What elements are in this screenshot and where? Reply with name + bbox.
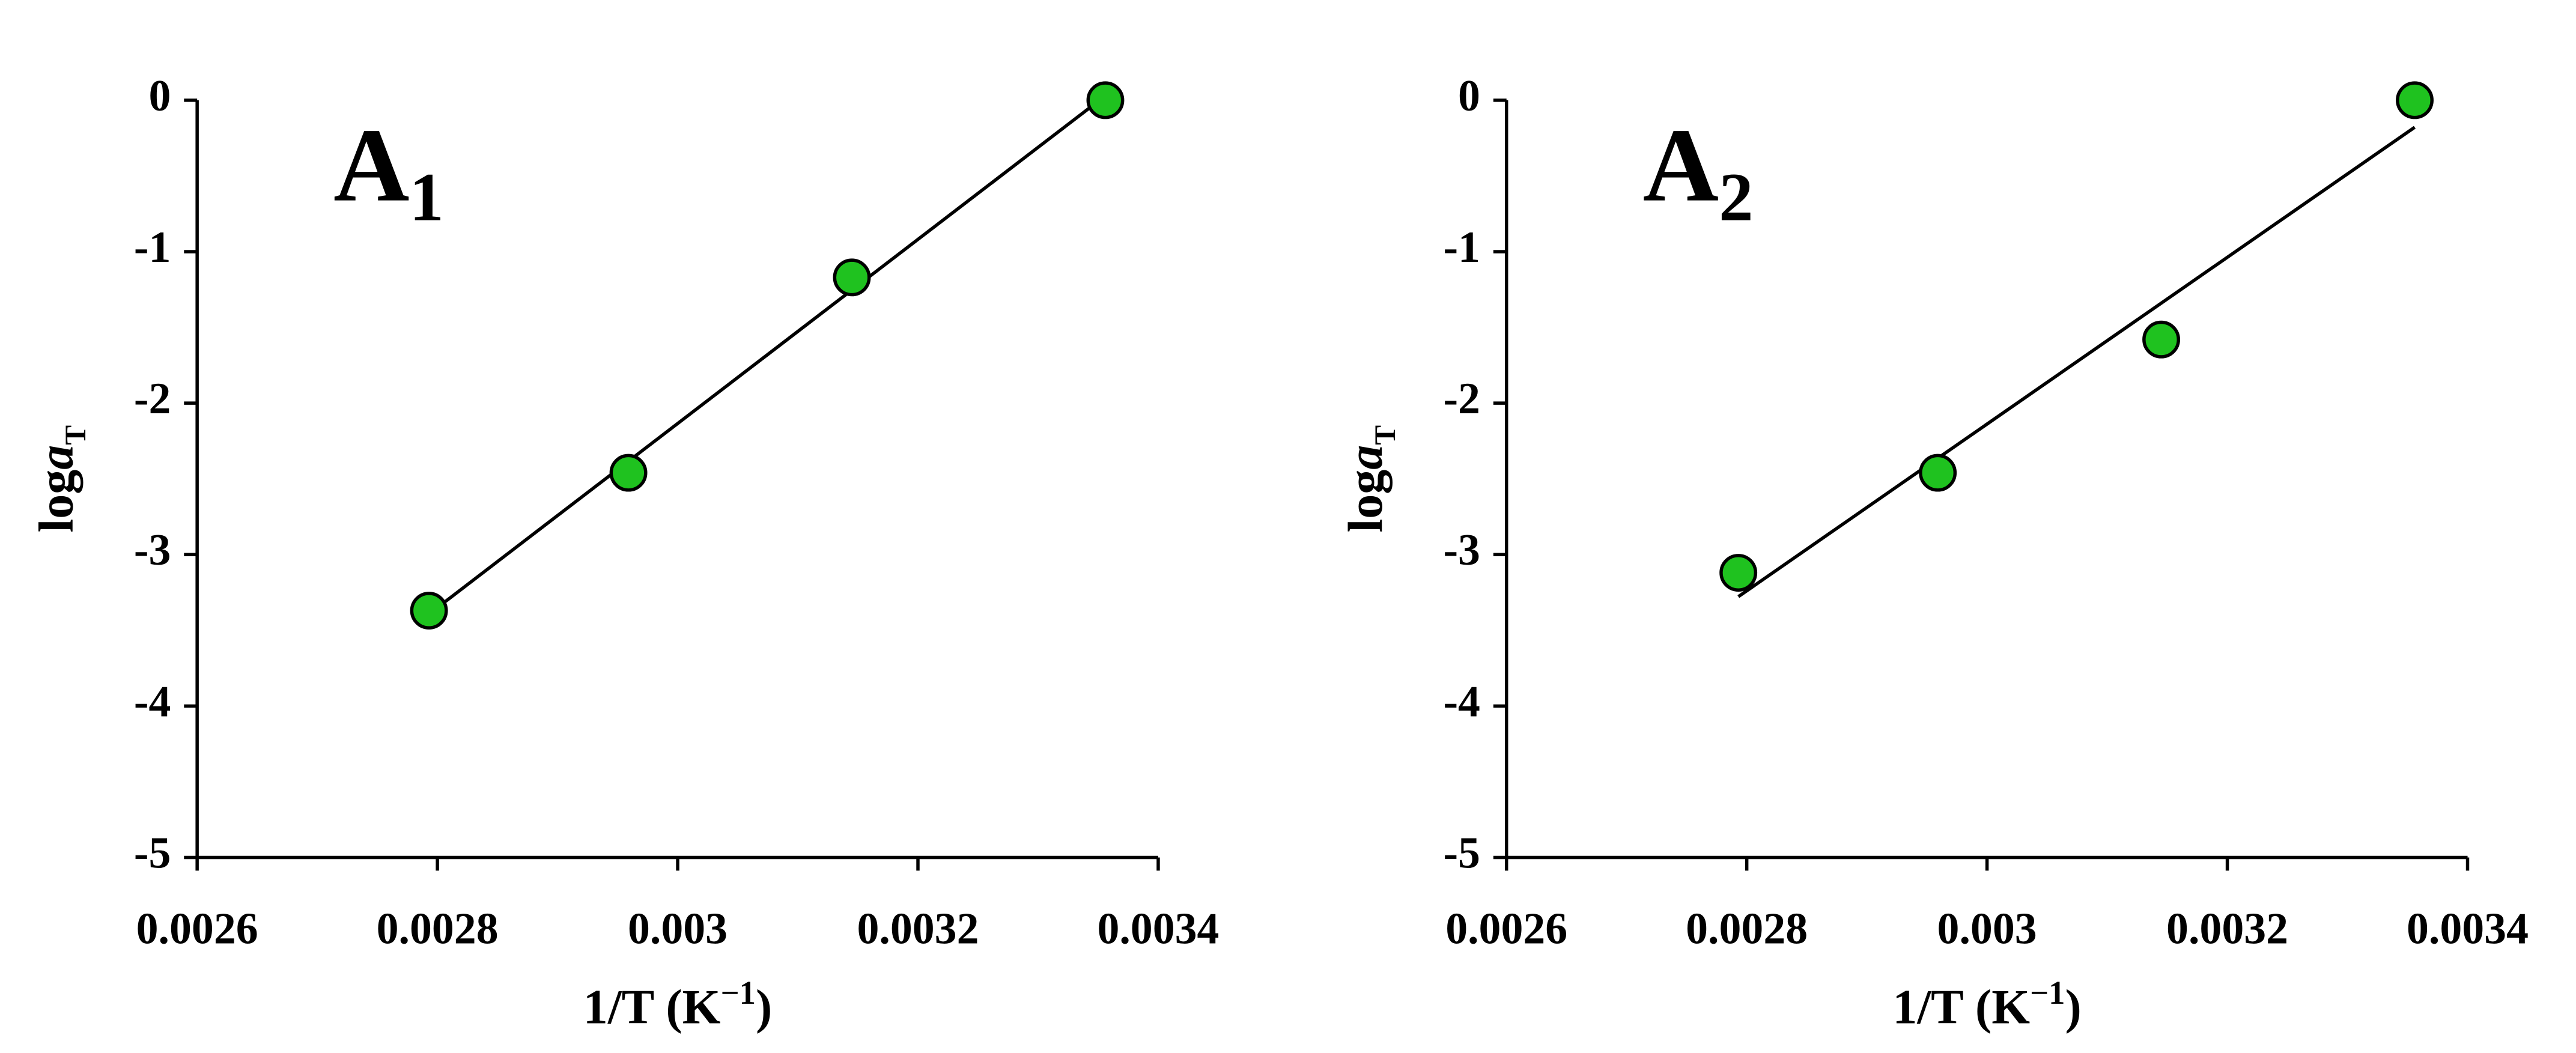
y-label-sub: T (59, 425, 92, 445)
trendline (1737, 126, 2416, 598)
x-tick-label: 0.0026 (136, 903, 258, 953)
y-label-main: log (1338, 470, 1393, 533)
x-tick-label: 0.0032 (857, 903, 979, 953)
y-tick-label: -1 (1443, 222, 1480, 272)
y-label-var: a (28, 445, 83, 470)
x-tick-label: 0.0032 (2166, 903, 2288, 953)
x-tick-label: 0.0028 (377, 903, 499, 953)
data-point (2396, 81, 2434, 120)
x-axis-label: 1/T (K−1) (1892, 974, 2082, 1034)
x-label-main: 1/T (K (583, 980, 721, 1034)
x-tick-label: 0.0026 (1445, 903, 1567, 953)
panel-label: A1 (333, 107, 444, 235)
y-tick-label: -5 (134, 828, 171, 877)
y-label-var: a (1338, 445, 1393, 470)
y-tick-label: -3 (134, 525, 171, 574)
y-tick-label: -4 (1443, 676, 1480, 726)
data-point (1719, 554, 1758, 592)
chart-panel: 0 -1 -2 -3 -4 -5 0.0026 0.0028 0.003 0.0032 0.0034… (28, 71, 1219, 1034)
y-label-sub: T (1368, 425, 1402, 445)
data-point (1919, 454, 1957, 492)
x-label-end: ) (756, 980, 772, 1034)
x-label-sup: −1 (2030, 974, 2065, 1011)
data-point (2142, 320, 2181, 359)
data-point (833, 258, 871, 297)
x-tick-label: 0.0034 (1097, 903, 1219, 953)
y-axis-label: logaT (28, 425, 92, 533)
x-label-sup: −1 (720, 974, 756, 1011)
x-tick-label: 0.0034 (2407, 903, 2529, 953)
x-label-end: ) (2065, 980, 2082, 1034)
x-label-main: 1/T (K (1892, 980, 2030, 1034)
x-tick-label: 0.0028 (1686, 903, 1808, 953)
panel-label-sub: 2 (1719, 159, 1753, 235)
y-tick-label: -1 (134, 222, 171, 272)
data-point (1086, 81, 1125, 120)
y-tick-label: -2 (1443, 374, 1480, 423)
trendline (428, 94, 1107, 616)
y-tick-label: -5 (1443, 828, 1480, 877)
y-tick-label: -4 (134, 676, 171, 726)
y-axis-label: logaT (1338, 425, 1402, 533)
panel-label-sub: 1 (410, 159, 444, 235)
y-tick-label: -3 (1443, 525, 1480, 574)
panel-label-main: A (1643, 107, 1719, 223)
data-point (410, 592, 448, 630)
data-point (609, 454, 648, 492)
chart-panel: 0 -1 -2 -3 -4 -5 0.0026 0.0028 0.003 0.0032 0.0034… (1338, 71, 2529, 1034)
x-tick-label: 0.003 (628, 903, 728, 953)
x-tick-label: 0.003 (1937, 903, 2037, 953)
panel-label-main: A (333, 107, 409, 223)
x-axis-label: 1/T (K−1) (583, 974, 773, 1034)
y-label-main: log (28, 470, 83, 533)
y-tick-label: -2 (134, 374, 171, 423)
y-tick-label: 0 (1458, 71, 1480, 120)
panel-label: A2 (1643, 107, 1754, 235)
y-tick-label: 0 (148, 71, 171, 120)
